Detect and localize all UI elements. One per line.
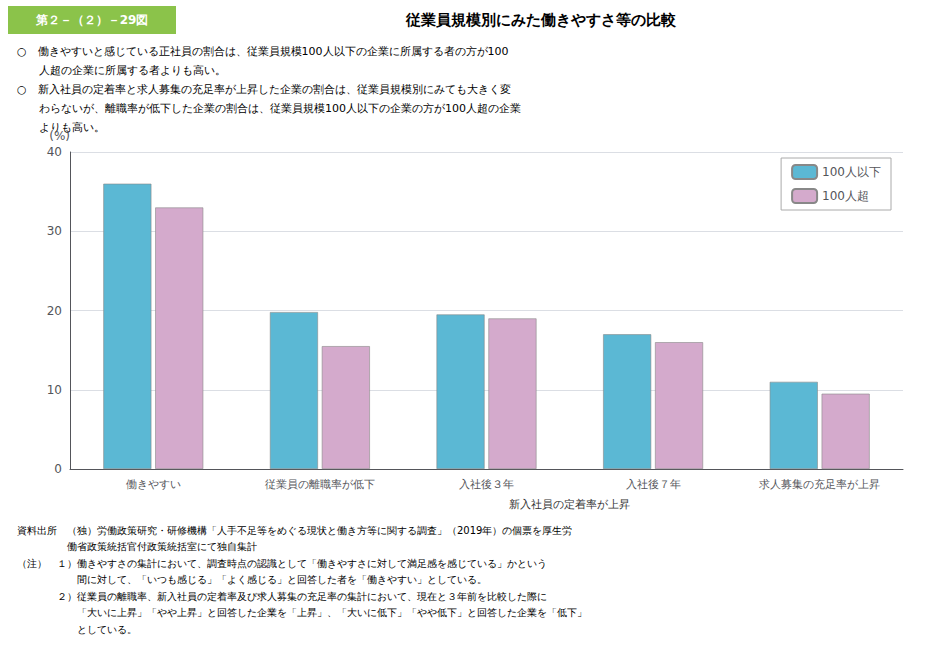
svg-text:従業員の離職率が低下: 従業員の離職率が低下 [265, 478, 375, 491]
svg-text:0: 0 [54, 462, 62, 476]
svg-text:40: 40 [47, 145, 62, 159]
svg-text:２）従業員の離職率、新入社員の定着率及び求人募集の充足率の集: ２）従業員の離職率、新入社員の定着率及び求人募集の充足率の集計において、現在と３… [17, 591, 547, 602]
svg-text:わらないが、離職率が低下した企業の割合は、従業員規模100人: わらないが、離職率が低下した企業の割合は、従業員規模100人以下の企業の方が10… [17, 102, 521, 115]
svg-text:100人超: 100人超 [822, 189, 869, 203]
svg-text:10: 10 [47, 383, 62, 397]
svg-text:第２－（２）－29図: 第２－（２）－29図 [35, 13, 149, 27]
svg-text:資料出所 （独）労働政策研究・研修機構「人手不足等をめぐる現: 資料出所 （独）労働政策研究・研修機構「人手不足等をめぐる現状と働き方等に関する… [17, 525, 572, 536]
svg-text:100人以下: 100人以下 [822, 165, 881, 179]
svg-text:○ 働きやすいと感じている正社員の割合は、従業員規模100人: ○ 働きやすいと感じている正社員の割合は、従業員規模100人以下の企業に所属する… [17, 45, 509, 58]
svg-text:○ 新入社員の定着率と求人募集の充足率が上昇した企業の割合は: ○ 新入社員の定着率と求人募集の充足率が上昇した企業の割合は、従業員規模別にみて… [17, 83, 511, 96]
svg-text:20: 20 [47, 304, 62, 318]
svg-text:30: 30 [47, 224, 62, 238]
svg-text:従業員規模別にみた働きやすさ等の比較: 従業員規模別にみた働きやすさ等の比較 [405, 11, 677, 29]
svg-text:間に対して、「いつも感じる」「よく感じる」と回答した者を「働: 間に対して、「いつも感じる」「よく感じる」と回答した者を「働きやすい」としている… [17, 574, 487, 585]
svg-text:人超の企業に所属する者よりも高い。: 人超の企業に所属する者よりも高い。 [17, 64, 226, 77]
svg-text:よりも高い。: よりも高い。 [17, 121, 105, 134]
svg-text:入社後７年: 入社後７年 [626, 478, 681, 491]
svg-text:働きやすい: 働きやすい [126, 478, 181, 491]
svg-text:求人募集の充足率が上昇: 求人募集の充足率が上昇 [759, 478, 880, 491]
svg-text:（注） １）働きやすさの集計において、調査時点の認識として「: （注） １）働きやすさの集計において、調査時点の認識として「働きやすさに対して満… [17, 558, 547, 569]
svg-text:としている。: としている。 [17, 624, 137, 635]
svg-text:入社後３年: 入社後３年 [459, 478, 514, 491]
svg-text:働省政策統括官付政策統括室にて独自集計: 働省政策統括官付政策統括室にて独自集計 [17, 541, 257, 552]
svg-text:「大いに上昇」「やや上昇」と回答した企業を「上昇」、「大いに: 「大いに上昇」「やや上昇」と回答した企業を「上昇」、「大いに低下」「やや低下」と… [17, 607, 587, 618]
svg-text:新入社員の定着率が上昇: 新入社員の定着率が上昇 [509, 498, 630, 511]
svg-text:(%): (%) [49, 129, 70, 143]
